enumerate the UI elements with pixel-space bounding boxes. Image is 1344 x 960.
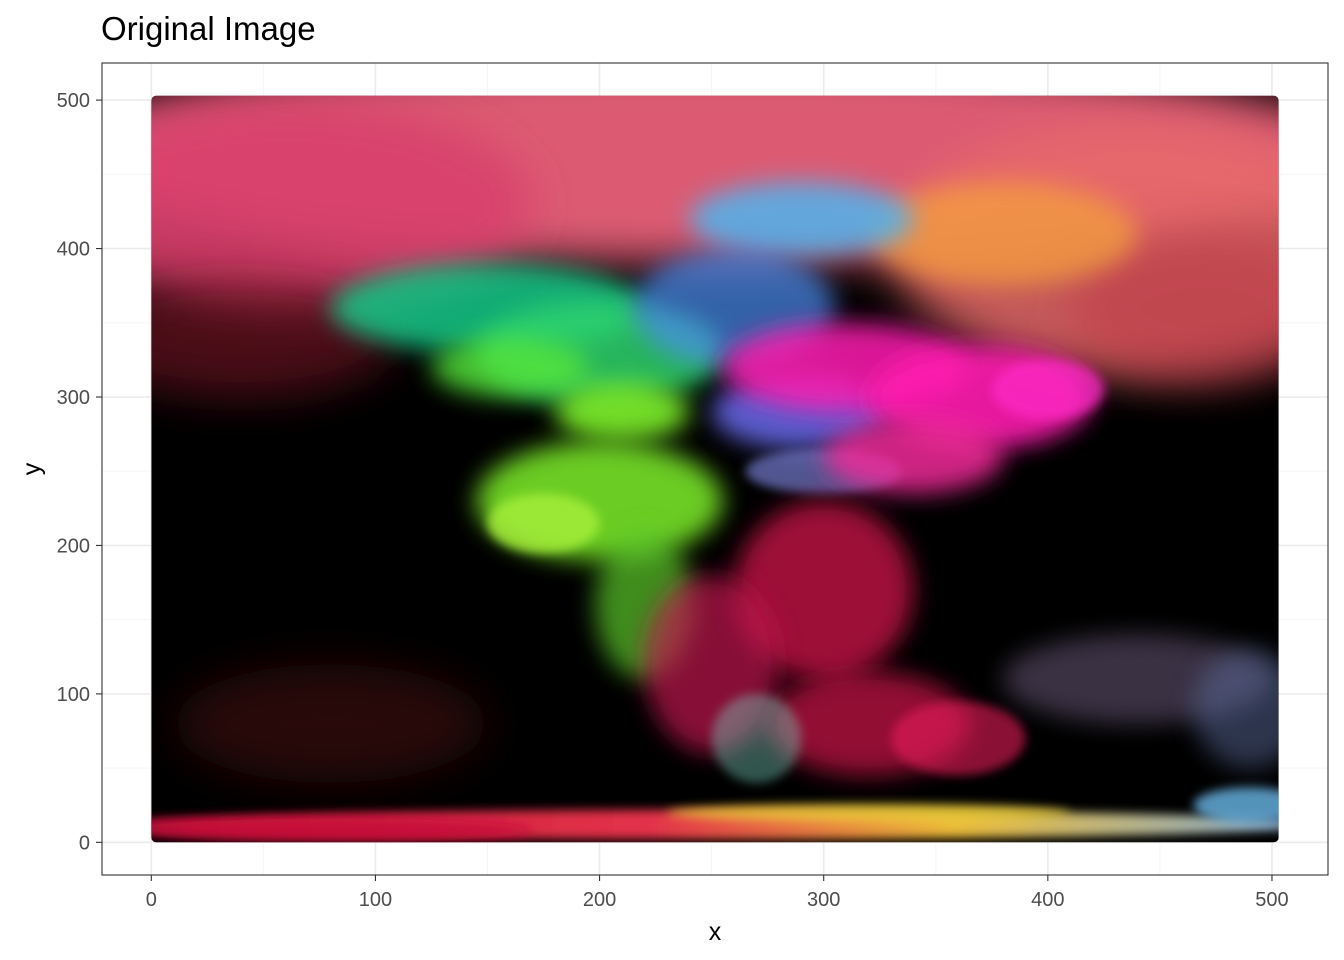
plot-panel [101, 62, 1329, 876]
smoke-blob [868, 181, 1138, 286]
smoke-blob [487, 493, 600, 553]
smoke-blob [1193, 787, 1279, 824]
x-tick-label: 300 [807, 889, 840, 911]
smoke-blob [711, 693, 802, 783]
x-tick-label: 200 [583, 889, 616, 911]
y-tick-label: 0 [79, 832, 90, 854]
y-axis-title: y [18, 462, 46, 475]
smoke-blob [1193, 649, 1279, 769]
smoke-blob [173, 664, 488, 783]
y-tick-label: 300 [57, 387, 90, 409]
y-tick-label: 200 [57, 535, 90, 557]
smoke-blob [431, 337, 589, 398]
smoke-blob [890, 701, 1026, 776]
smoke-blob [689, 181, 914, 256]
x-tick-label: 500 [1255, 889, 1288, 911]
smoke-blob [1070, 233, 1279, 383]
y-tick-label: 400 [57, 239, 90, 261]
smoke-blob [734, 500, 914, 680]
x-tick-label: 400 [1031, 889, 1064, 911]
smoke-blob [554, 382, 690, 442]
y-tick-label: 100 [57, 684, 90, 706]
smoke-blob [151, 100, 533, 308]
x-tick-label: 0 [146, 889, 157, 911]
smoke-artwork [151, 95, 1279, 843]
smoke-blob [666, 803, 1071, 822]
x-axis-title: x [709, 918, 722, 946]
y-tick-label: 500 [57, 90, 90, 112]
x-axis: 0 100 200 300 400 500 [146, 875, 1289, 911]
smoke-blob [151, 278, 398, 398]
smoke-blob [823, 419, 1004, 494]
panel-border [101, 62, 1329, 876]
smoke-blob [151, 818, 533, 843]
x-tick-label: 100 [359, 889, 392, 911]
smoke-blob [991, 359, 1104, 420]
y-axis: 0 100 200 300 400 500 [57, 90, 102, 854]
raster-image [151, 95, 1279, 843]
chart-title: Original Image [101, 10, 316, 47]
